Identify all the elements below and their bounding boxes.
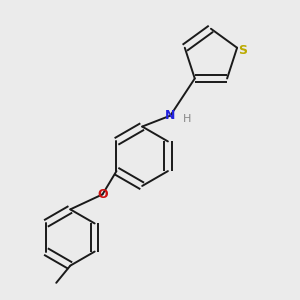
Text: O: O [97, 188, 108, 201]
Text: S: S [238, 44, 247, 57]
Text: H: H [183, 114, 192, 124]
Text: N: N [165, 109, 175, 122]
